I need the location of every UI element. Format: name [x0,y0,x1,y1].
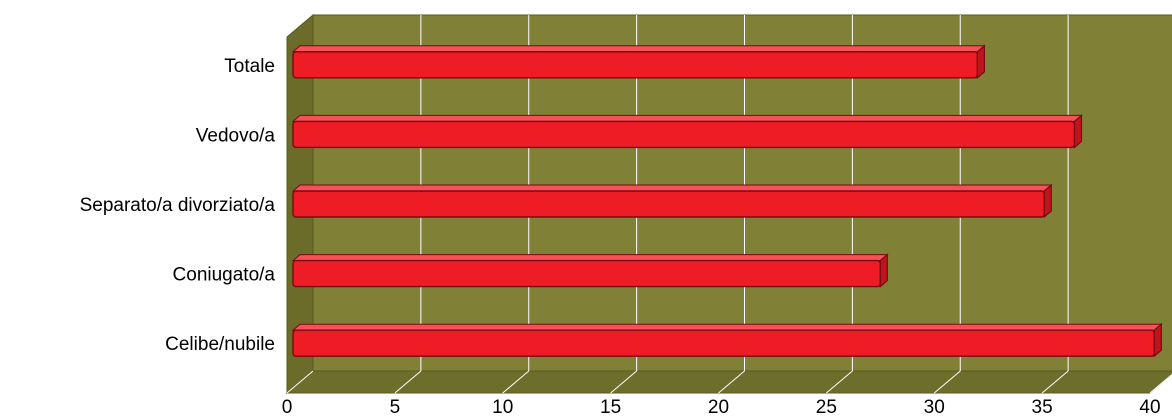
x-tick-label: 20 [708,397,729,418]
floor-gridline [933,370,961,394]
x-axis-ticks: 0 5 10 15 20 25 30 35 40 [282,397,1161,418]
bars [291,44,1163,358]
bar-top [291,184,1053,192]
category-label: Totale [224,56,275,77]
floor-gridline [286,370,314,394]
bar-top [291,45,986,53]
category-label: Coniugato/a [173,265,276,286]
plot-floor [285,370,1172,394]
bar-top [291,114,1083,122]
bar-group [291,44,986,80]
bar [292,329,1156,357]
x-tick-label: 25 [816,397,837,418]
x-tick-label: 15 [600,397,621,418]
x-tick-label: 35 [1032,397,1053,418]
bar-top [291,323,1163,331]
bar [292,51,979,79]
floor-gridline [394,370,422,394]
bar-group [291,183,1053,219]
x-tick-label: 40 [1139,397,1160,418]
bar-end-cap [1043,183,1052,219]
bar-group [291,253,889,288]
bar-end-cap [976,44,986,80]
floor-gridline [718,370,745,394]
bar-end-cap [1073,114,1083,149]
bar [292,190,1045,218]
floor-gridline [610,370,637,394]
x-tick-label: 30 [924,397,945,418]
bar [292,120,1076,149]
x-tick-label: 5 [390,397,401,418]
bar-group [291,322,1163,358]
bar-end-cap [1153,322,1162,358]
floor-gridline [826,370,853,394]
bar-end-cap [879,253,888,288]
category-label: Celibe/nubile [165,334,275,355]
category-label: Vedovo/a [196,125,276,146]
bar-top [291,254,889,262]
bar [292,259,882,288]
floor-gridline [502,370,530,394]
floor-gridline [1041,370,1069,394]
category-label: Separato/a divorziato/a [80,195,276,216]
x-tick-label: 0 [282,397,293,418]
x-tick-label: 10 [492,397,513,418]
bar-group [291,114,1083,149]
category-labels: Celibe/nubile Coniugato/a Separato/a divor… [80,56,276,355]
